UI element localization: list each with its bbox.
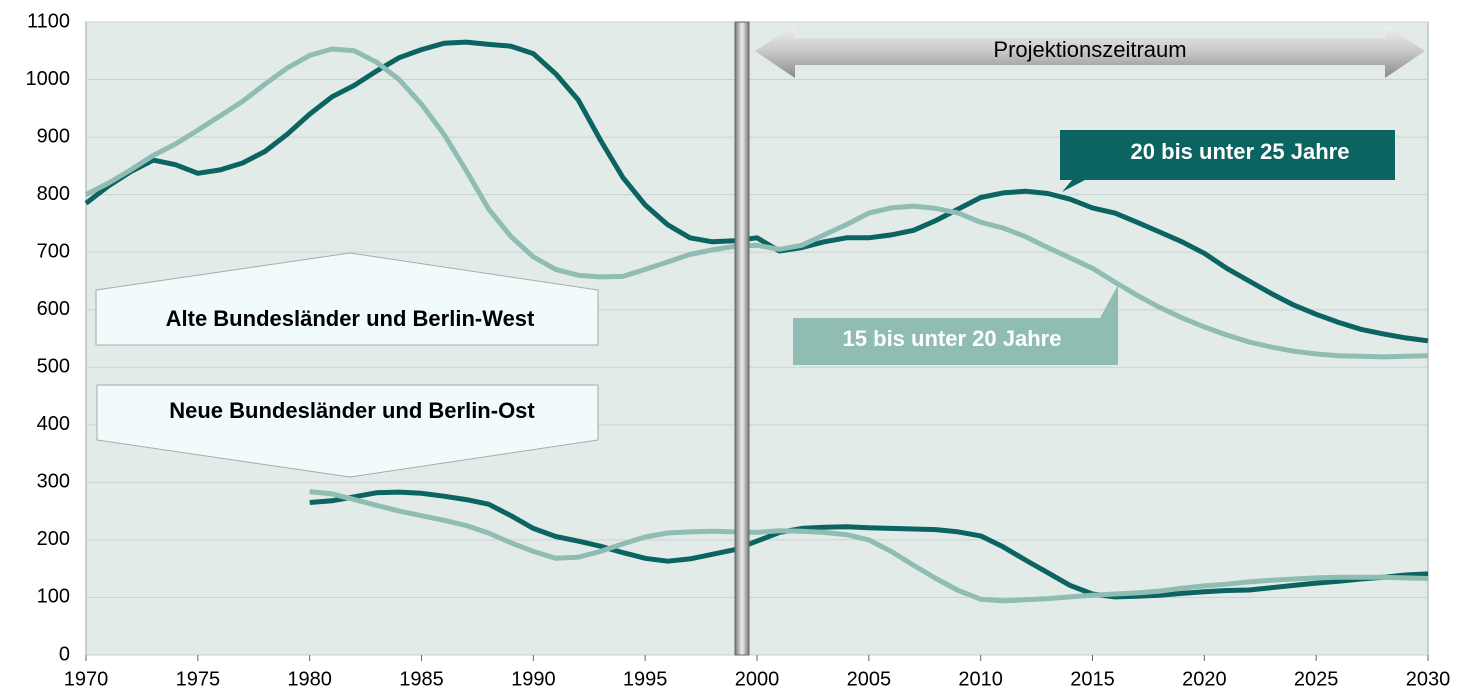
x-tick-label: 2005 [847, 668, 892, 690]
x-tick-label: 2020 [1182, 668, 1227, 690]
x-tick-label: 2000 [735, 668, 780, 690]
y-tick-label: 700 [37, 240, 70, 262]
y-tick-label: 800 [37, 183, 70, 205]
region-label: Neue Bundesländer und Berlin-Ost [169, 398, 535, 423]
x-tick-label: 2030 [1406, 668, 1451, 690]
y-tick-label: 0 [59, 643, 70, 665]
x-tick-label: 1975 [176, 668, 221, 690]
series-line [309, 489, 1429, 604]
x-tick-label: 2015 [1070, 668, 1115, 690]
projection-label: Projektionszeitraum [993, 37, 1186, 62]
y-tick-label: 400 [37, 413, 70, 435]
x-tick-label: 2025 [1294, 668, 1339, 690]
x-tick-label: 2010 [958, 668, 1003, 690]
x-tick-label: 1985 [399, 668, 444, 690]
series-label: 15 bis unter 20 Jahre [843, 326, 1062, 351]
y-tick-label: 200 [37, 528, 70, 550]
series-line [84, 46, 1429, 360]
x-tick-label: 1980 [287, 668, 332, 690]
projection-arrow [755, 25, 1425, 78]
x-tick-label: 1970 [64, 668, 109, 690]
series-line [309, 489, 1429, 600]
region-label: Alte Bundesländer und Berlin-West [166, 306, 535, 331]
y-tick-label: 900 [37, 125, 70, 147]
y-tick-label: 600 [37, 298, 70, 320]
region-box [96, 384, 599, 478]
y-tick-label: 100 [37, 586, 70, 608]
series-line [84, 39, 1429, 344]
y-tick-label: 500 [37, 356, 70, 378]
series-label-box [793, 285, 1118, 365]
x-tick-label: 1990 [511, 668, 556, 690]
y-tick-label: 300 [37, 471, 70, 493]
projection-divider [734, 21, 750, 656]
y-tick-label: 1100 [27, 10, 70, 32]
x-tick-label: 1995 [623, 668, 668, 690]
series-label: 20 bis unter 25 Jahre [1131, 139, 1350, 164]
series-label-box [1060, 130, 1395, 192]
y-tick-label: 1000 [26, 68, 71, 90]
region-box [95, 252, 599, 346]
